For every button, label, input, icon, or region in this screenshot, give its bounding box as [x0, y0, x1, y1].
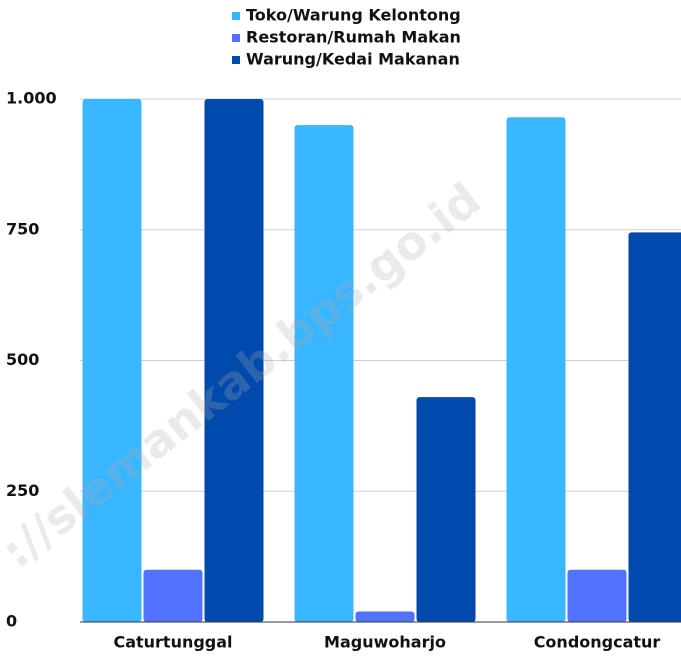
y-tick-label: 250	[6, 481, 39, 500]
legend-label: Warung/Kedai Makanan	[246, 50, 460, 69]
legend-label: Restoran/Rumah Makan	[246, 28, 461, 47]
bar	[355, 611, 415, 622]
x-tick-label: Condongcatur	[534, 633, 661, 652]
bar	[82, 99, 142, 622]
legend-label: Toko/Warung Kelontong	[246, 6, 461, 25]
y-tick-label: 750	[6, 219, 39, 238]
x-tick-label: Caturtunggal	[113, 633, 232, 652]
bar	[628, 232, 681, 622]
x-tick-label: Maguwoharjo	[324, 633, 446, 652]
bar	[567, 569, 627, 622]
y-tick-label: 0	[6, 612, 17, 631]
bar	[506, 117, 566, 623]
legend-swatch	[232, 12, 240, 20]
y-tick-label: 1.000	[6, 89, 57, 108]
y-tick-label: 500	[6, 350, 39, 369]
bar	[143, 569, 203, 622]
legend-swatch	[232, 56, 240, 64]
bar	[294, 125, 354, 623]
bar	[204, 99, 264, 622]
bar	[416, 397, 476, 622]
legend-swatch	[232, 34, 240, 42]
